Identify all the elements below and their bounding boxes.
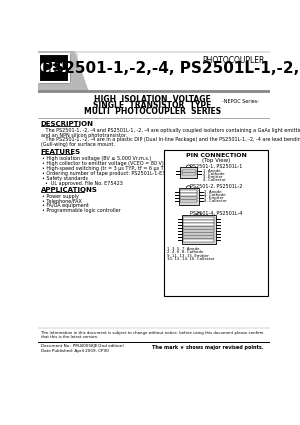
Text: (Top View): (Top View) (202, 158, 230, 163)
Bar (183, 217, 214, 220)
Text: MULTI  PHOTOCOUPLER  SERIES: MULTI PHOTOCOUPLER SERIES (84, 107, 221, 116)
Text: 1. 3. 5. 7. Anode: 1. 3. 5. 7. Anode (167, 246, 199, 251)
Text: and an NPN silicon phototransistor.: and an NPN silicon phototransistor. (40, 133, 127, 138)
Text: PS2501-4, PS2501L-4: PS2501-4, PS2501L-4 (190, 211, 242, 216)
Text: CEL: CEL (40, 61, 68, 75)
Text: PS2501-1, PS2501L-1: PS2501-1, PS2501L-1 (190, 164, 242, 168)
Bar (39, 54, 68, 82)
Text: The PS2501-1, -2, -4 and PS2501L-1, -2, -4 are optically coupled isolators conta: The PS2501-1, -2, -4 and PS2501L-1, -2, … (40, 128, 300, 133)
Bar (78, 53, 270, 90)
Text: -NEPOC Series-: -NEPOC Series- (222, 99, 259, 104)
Bar (183, 221, 214, 223)
Text: 2. Cathode: 2. Cathode (202, 172, 224, 176)
Text: PS2501-2, PS2501L-2: PS2501-2, PS2501L-2 (190, 184, 242, 189)
Bar (183, 227, 214, 229)
Text: 4. Cathode: 4. Cathode (204, 193, 226, 197)
Text: 4. Collector: 4. Collector (202, 178, 225, 182)
Text: (Gull-wing) for surface mount.: (Gull-wing) for surface mount. (40, 142, 115, 147)
Bar (183, 224, 214, 226)
Text: Document No.: PM-B0058JE(2nd edition)
Date Published: April 2009. CP(K): Document No.: PM-B0058JE(2nd edition) Da… (40, 344, 124, 353)
Text: PS2501-1,-2,-4, PS2501L-1,-2,-4: PS2501-1,-2,-4, PS2501L-1,-2,-4 (42, 61, 300, 76)
Text: DESCRIPTION: DESCRIPTION (40, 121, 94, 127)
Text: PHOTOCOUPLER: PHOTOCOUPLER (202, 56, 265, 65)
Bar (183, 233, 214, 235)
Text: 9. 11. 13. 15. Emitter: 9. 11. 13. 15. Emitter (167, 253, 209, 258)
Text: 8. Collector: 8. Collector (204, 199, 227, 203)
Text: 10. 12. 14. 16. Collector: 10. 12. 14. 16. Collector (167, 257, 214, 261)
Bar (38, 51, 270, 91)
Text: 1. Anode: 1. Anode (202, 169, 220, 173)
Bar (164, 150, 268, 296)
Text: • High-speed switching (tr = 3 μs TYP., tf = 6 μs TYP.): • High-speed switching (tr = 3 μs TYP., … (42, 166, 172, 171)
Text: 3. Emitter: 3. Emitter (202, 175, 222, 179)
Bar (180, 167, 197, 178)
Bar (182, 173, 196, 176)
Bar (180, 190, 197, 193)
Text: 2. Anode: 2. Anode (204, 190, 222, 194)
Bar (183, 239, 214, 241)
Text: • Telephone/FAX: • Telephone/FAX (42, 199, 82, 204)
Text: APPLICATIONS: APPLICATIONS (40, 187, 98, 193)
Text: SINGLE  TRANSISTOR  TYPE: SINGLE TRANSISTOR TYPE (93, 101, 212, 110)
Text: HIGH  ISOLATION  VOLTAGE: HIGH ISOLATION VOLTAGE (94, 95, 211, 104)
Text: • FA/OA equipment: • FA/OA equipment (42, 204, 89, 208)
Text: •  UL approved. File No. E75423: • UL approved. File No. E75423 (45, 181, 123, 186)
Text: • High collector to emitter voltage (VCEO = 80 V): • High collector to emitter voltage (VCE… (42, 161, 164, 166)
Bar (178, 188, 199, 205)
Text: 7. Emitter: 7. Emitter (204, 196, 224, 200)
Text: • High isolation voltage (BV ≥ 5,000 Vr.m.s.): • High isolation voltage (BV ≥ 5,000 Vr.… (42, 156, 152, 161)
Text: PIN CONNECTION: PIN CONNECTION (186, 153, 247, 158)
Text: • Power supply: • Power supply (42, 194, 79, 199)
Text: • Safety standards: • Safety standards (42, 176, 88, 181)
Text: The PS2501-1, -2, -4 are in a plastic DIP (Dual In-line Package) and the PS2501L: The PS2501-1, -2, -4 are in a plastic DI… (40, 137, 300, 142)
Polygon shape (38, 51, 89, 91)
Text: • Ordering number of tape product: PS2501L-1-E3, E4, F3, F4, PS2501L-2-E3, E4: • Ordering number of tape product: PS250… (42, 171, 239, 176)
Bar (180, 196, 197, 199)
Bar (180, 200, 197, 202)
Bar (183, 230, 214, 232)
Bar (183, 236, 214, 238)
Text: The mark ★ shows major revised points.: The mark ★ shows major revised points. (152, 345, 264, 350)
Bar (39, 54, 68, 82)
Text: • Programmable logic controller: • Programmable logic controller (42, 208, 121, 213)
Text: FEATURES: FEATURES (40, 149, 81, 155)
Bar (180, 193, 197, 196)
Bar (182, 215, 216, 244)
Bar (182, 170, 196, 172)
Text: 2. 4. 6. 8. Cathode: 2. 4. 6. 8. Cathode (167, 250, 203, 254)
Text: The information in this document is subject to change without notice. before usi: The information in this document is subj… (40, 331, 263, 339)
